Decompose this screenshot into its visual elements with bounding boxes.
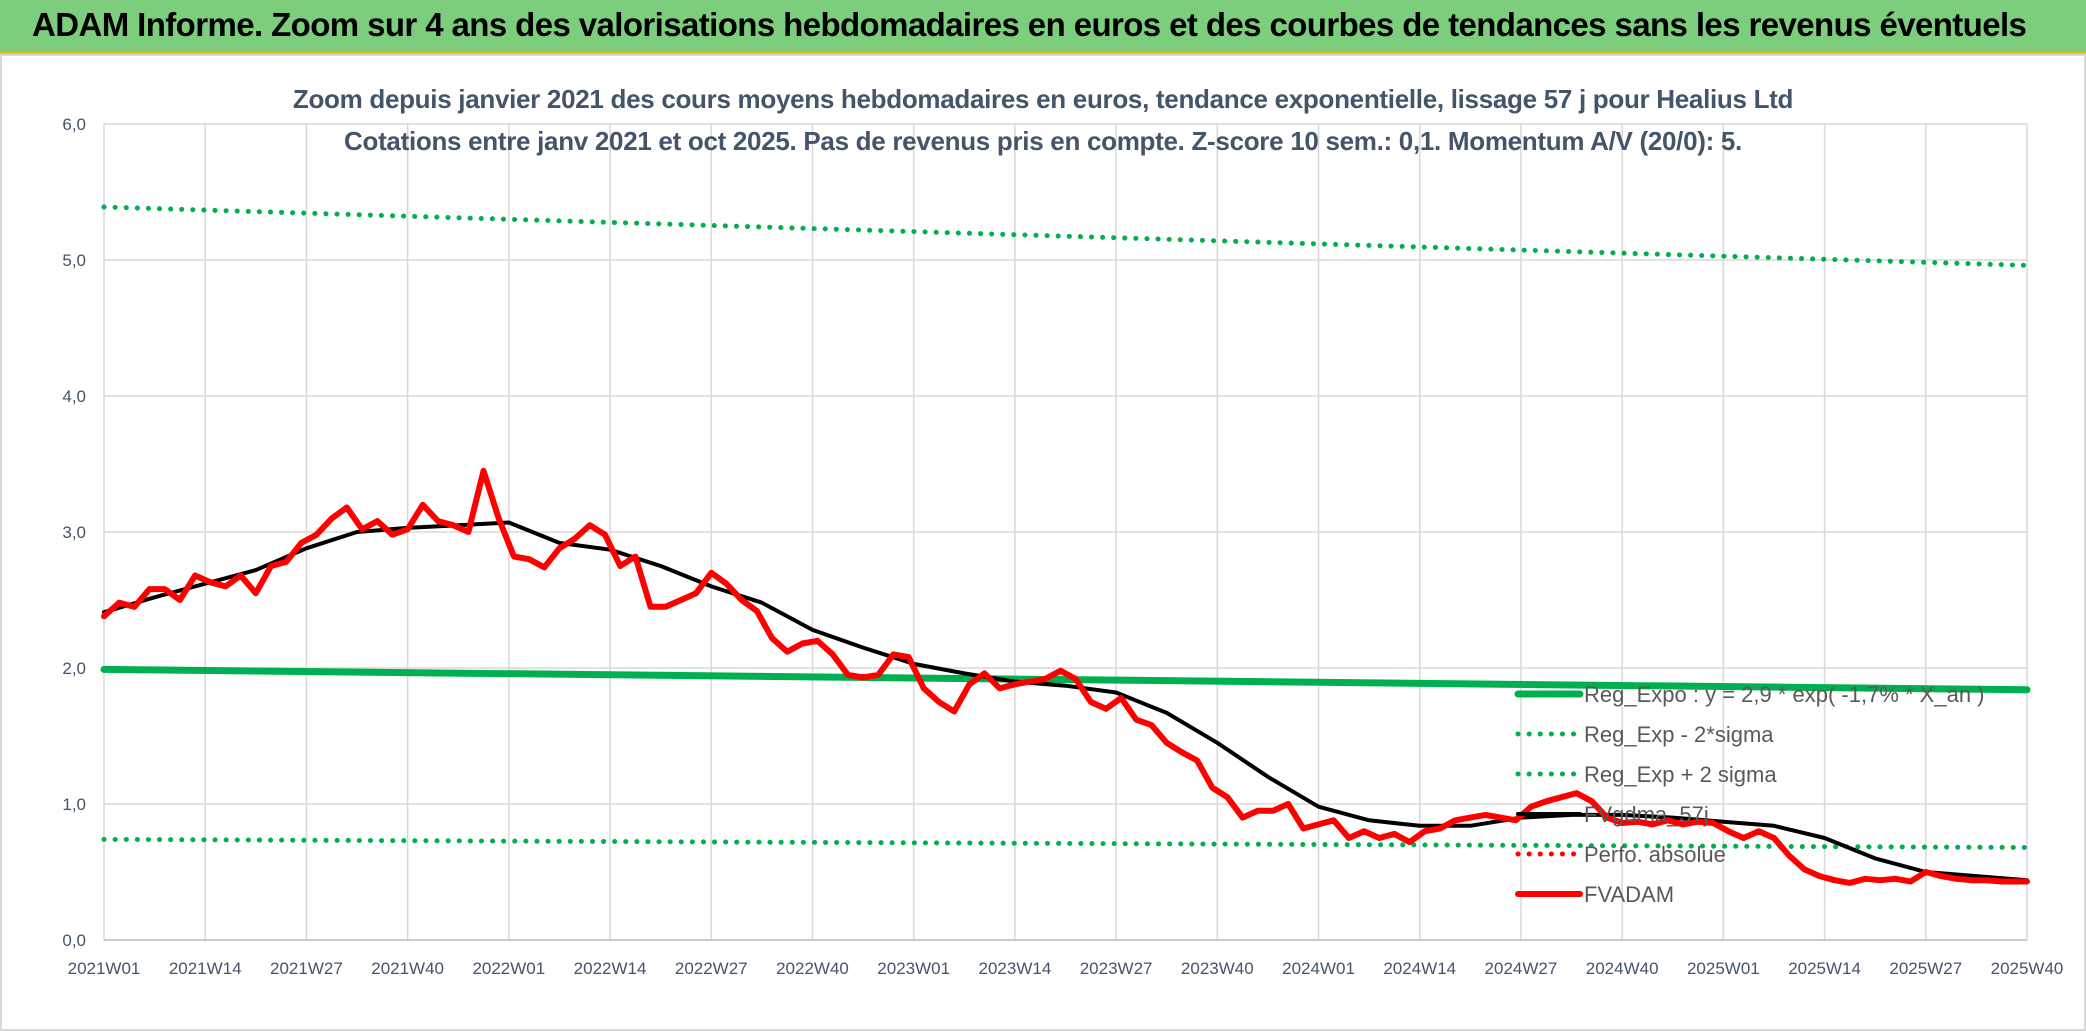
chart-title: Zoom depuis janvier 2021 des cours moyen… [292, 84, 1794, 114]
x-tick-label: 2025W27 [1889, 959, 1962, 978]
report-banner: ADAM Informe. Zoom sur 4 ans des valoris… [0, 0, 2086, 54]
x-tick-label: 2025W14 [1788, 959, 1861, 978]
y-tick-label: 1,0 [62, 795, 86, 814]
y-tick-label: 5,0 [62, 251, 86, 270]
chart-subtitle: Cotations entre janv 2021 et oct 2025. P… [344, 126, 1742, 156]
series-line-1 [101, 836, 2030, 850]
series-line-2 [101, 204, 2030, 268]
x-axis-ticks: 2021W01 2021W14 2021W27 2021W40 2022W01 2022W… [68, 959, 2064, 978]
x-tick-label: 2023W40 [1181, 959, 1254, 978]
y-tick-label: 6,0 [62, 115, 86, 134]
x-tick-label: 2025W01 [1687, 959, 1760, 978]
x-tick-label: 2022W14 [574, 959, 647, 978]
x-tick-label: 2021W27 [270, 959, 343, 978]
y-tick-label: 2,0 [62, 659, 86, 678]
y-axis-ticks: 0,0 1,0 2,0 3,0 4,0 5,0 6,0 [62, 115, 86, 950]
x-tick-label: 2022W40 [776, 959, 849, 978]
series-lines [100, 204, 2031, 886]
x-tick-label: 2024W01 [1282, 959, 1355, 978]
legend: Reg_Expo : y = 2,9 * exp( -1,7% * X_an )… [1514, 682, 1985, 907]
grid-lines [103, 123, 2028, 941]
y-tick-label: 0,0 [62, 931, 86, 950]
legend-entry: Perfo. absolue [1584, 842, 1726, 867]
y-tick-label: 4,0 [62, 387, 86, 406]
x-tick-label: 2022W01 [472, 959, 545, 978]
x-tick-label: 2022W27 [675, 959, 748, 978]
series-line-0 [100, 665, 2031, 694]
x-tick-label: 2024W14 [1383, 959, 1456, 978]
x-tick-label: 2023W14 [979, 959, 1052, 978]
x-tick-label: 2021W14 [169, 959, 242, 978]
legend-entry: Reg_Exp + 2 sigma [1584, 762, 1777, 787]
legend-entry: FVADAM [1584, 882, 1674, 907]
report-banner-title: ADAM Informe. Zoom sur 4 ans des valoris… [32, 6, 2027, 43]
x-tick-label: 2024W40 [1586, 959, 1659, 978]
series-line-5 [101, 467, 2030, 886]
legend-entry: Reg_Exp - 2*sigma [1584, 722, 1774, 747]
legend-entry: FVgdma_57j [1584, 802, 1709, 827]
x-tick-label: 2023W27 [1080, 959, 1153, 978]
x-tick-label: 2021W40 [371, 959, 444, 978]
x-tick-label: 2024W27 [1485, 959, 1558, 978]
legend-entry: Reg_Expo : y = 2,9 * exp( -1,7% * X_an ) [1584, 682, 1985, 707]
x-tick-label: 2025W40 [1991, 959, 2064, 978]
x-tick-label: 2021W01 [68, 959, 141, 978]
x-tick-label: 2023W01 [877, 959, 950, 978]
y-tick-label: 3,0 [62, 523, 86, 542]
